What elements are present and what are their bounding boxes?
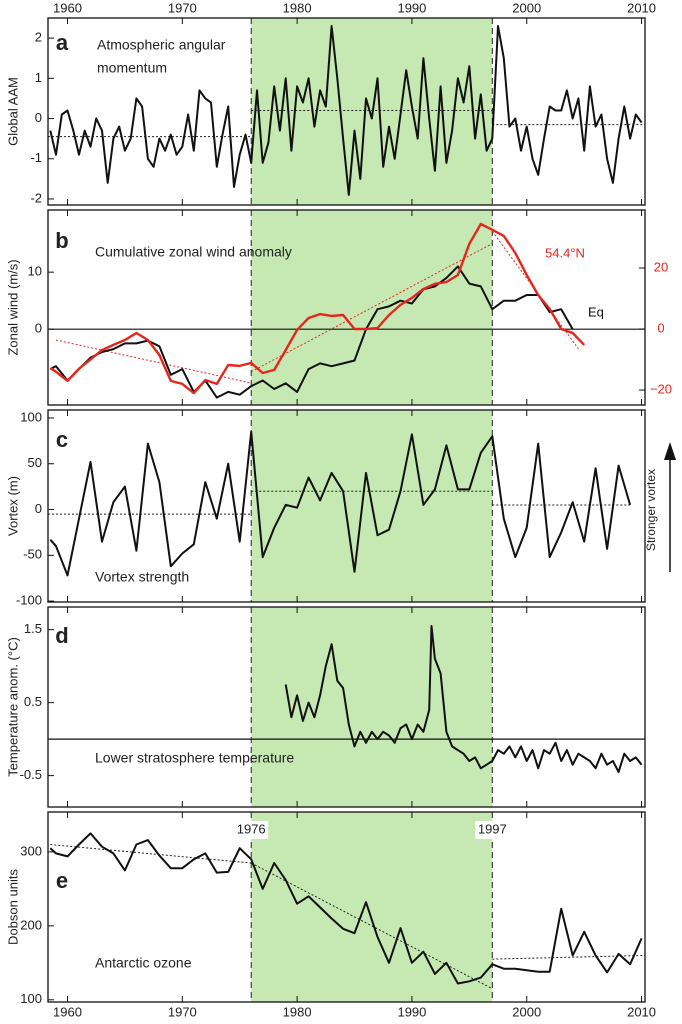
panel: -100 -50 0 50 100 Vortex (m) c Vortex strength S… <box>5 409 676 608</box>
x-tick-label: 2010 <box>627 0 656 15</box>
x-tick-label: 2010 <box>627 1004 656 1019</box>
panel: -2 -1 0 1 2 1960 1970 1980 1990 2000 2010 Global AA… <box>5 0 656 206</box>
data-line <box>49 265 574 399</box>
panel-letter: a <box>56 30 69 55</box>
y-tick-label: 10 <box>28 264 42 279</box>
panel: 100 200 300 1960 1970 1980 1990 2000 2010 Dobson … <box>5 811 656 1019</box>
y2-tick-label: 20 <box>654 259 668 274</box>
data-line <box>49 430 632 577</box>
x-tick-label: 1980 <box>283 1004 312 1019</box>
y-tick-label: -1 <box>30 150 42 165</box>
reference-line <box>55 339 252 384</box>
reference-line <box>250 243 493 373</box>
y-axis-label: Global AAM <box>5 77 20 146</box>
data-line <box>49 832 643 985</box>
data-line <box>284 625 643 773</box>
y-tick-label: 0 <box>35 321 42 336</box>
panel-letter: c <box>56 427 68 452</box>
highlight-period <box>251 812 493 1002</box>
panel-frame <box>47 17 646 206</box>
reference-line <box>250 862 493 990</box>
panel: -0.5 0.5 1.5 Temperature anom. (°C) d Lower s… <box>5 606 646 808</box>
x-tick-label: 1960 <box>53 1004 82 1019</box>
x-tick-label: 1990 <box>397 0 426 15</box>
y-tick-label: 0.5 <box>24 694 42 709</box>
series-label: 54.4°N <box>545 245 585 260</box>
y-tick-label: 2 <box>35 30 42 45</box>
panel-letter: e <box>56 868 68 893</box>
x-tick-label: 1980 <box>283 0 312 15</box>
y-tick-label: 0 <box>35 110 42 125</box>
y-tick-label: -50 <box>23 547 42 562</box>
panel-title: Antarctic ozone <box>95 955 192 971</box>
panel-title: Vortex strength <box>95 569 189 585</box>
y2-tick-label: 0 <box>657 320 664 335</box>
y-axis-label: Zonal wind (m/s) <box>5 259 20 355</box>
series-label: Eq <box>588 304 604 319</box>
panel-frame <box>47 209 646 406</box>
annotation-bg <box>234 821 269 839</box>
y-tick-label: -0.5 <box>20 767 42 782</box>
annotation-bg <box>475 821 510 839</box>
x-tick-label: 1990 <box>397 1004 426 1019</box>
data-line <box>49 25 643 196</box>
y-axis-label: Dobson units <box>5 869 20 945</box>
y-tick-label: 300 <box>20 843 42 858</box>
panel: Eq 54.4°N 0 10 −20 0 20 Zonal wind (m/s) b Cumula… <box>5 209 672 406</box>
annotation: 1976 <box>237 821 266 836</box>
reference-line <box>50 844 252 864</box>
y-tick-label: 200 <box>20 917 42 932</box>
y-tick-label: 100 <box>20 409 42 424</box>
x-tick-label: 1970 <box>168 0 197 15</box>
data-line <box>49 222 586 395</box>
panel-title: Atmospheric angular <box>97 37 226 53</box>
y2-tick-label: −20 <box>650 381 672 396</box>
x-tick-label: 2000 <box>512 1004 541 1019</box>
panel-letter: d <box>55 623 68 648</box>
y-tick-label: 50 <box>28 455 42 470</box>
panel-title: Cumulative zonal wind anomaly <box>95 244 292 260</box>
y-tick-label: -100 <box>16 593 42 608</box>
panel-frame <box>47 606 646 808</box>
y-axis-label: Vortex (m) <box>5 476 20 536</box>
y-tick-label: 100 <box>20 991 42 1006</box>
y-tick-label: 1.5 <box>24 621 42 636</box>
panel-letter: b <box>55 228 68 253</box>
x-tick-label: 1970 <box>168 1004 197 1019</box>
y-tick-label: -2 <box>30 190 42 205</box>
reference-line <box>492 954 646 960</box>
highlight-period <box>251 18 493 205</box>
panel-frame <box>47 409 646 603</box>
arrow-head <box>664 442 676 460</box>
panel-title: momentum <box>97 60 167 76</box>
annotation: 1997 <box>478 821 507 836</box>
y-tick-label: 0 <box>35 501 42 516</box>
y-tick-label: 1 <box>35 70 42 85</box>
x-tick-label: 1960 <box>53 0 82 15</box>
x-tick-label: 2000 <box>512 0 541 15</box>
y-axis-label: Temperature anom. (°C) <box>5 637 20 777</box>
side-label: Stronger vortex <box>644 469 658 551</box>
panel-title: Lower stratosphere temperature <box>95 750 294 766</box>
highlight-period <box>251 607 493 807</box>
panel-frame <box>47 811 646 1003</box>
